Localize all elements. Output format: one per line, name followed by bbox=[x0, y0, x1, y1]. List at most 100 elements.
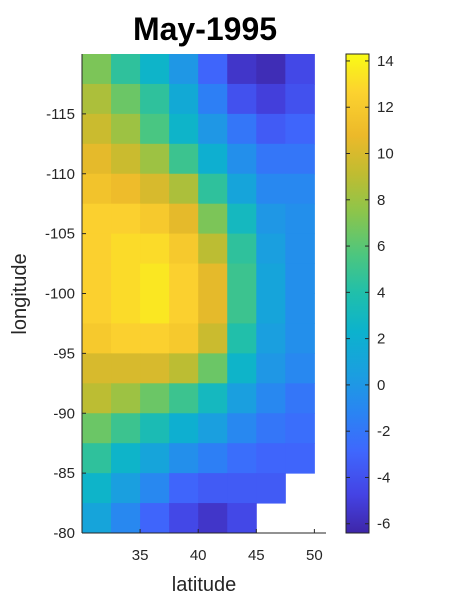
heatmap-cell bbox=[198, 143, 228, 175]
heatmap-cell bbox=[140, 353, 170, 384]
heatmap-cell bbox=[285, 173, 315, 205]
heatmap-cell bbox=[111, 173, 141, 205]
heatmap-cell bbox=[256, 203, 286, 235]
heatmap-cell bbox=[227, 203, 257, 235]
heatmap-cell bbox=[227, 473, 257, 504]
heatmap-cell bbox=[285, 413, 315, 444]
heatmap-cell bbox=[227, 293, 257, 324]
colorbar-tick-label: -4 bbox=[377, 469, 390, 486]
heatmap-cells bbox=[82, 54, 315, 534]
heatmap-cell bbox=[140, 113, 170, 145]
heatmap-cell bbox=[256, 143, 286, 175]
heatmap-cell bbox=[256, 353, 286, 384]
heatmap-cell bbox=[256, 473, 286, 504]
heatmap-cell bbox=[111, 293, 141, 324]
heatmap-cell bbox=[256, 443, 286, 474]
heatmap-cell bbox=[285, 83, 315, 115]
heatmap-cell bbox=[82, 263, 112, 294]
colorbar-tick-label: 0 bbox=[377, 377, 385, 394]
heatmap-cell bbox=[82, 413, 112, 444]
heatmap-cell bbox=[227, 143, 257, 175]
heatmap-cell bbox=[140, 383, 170, 414]
colorbar-tick-label: 2 bbox=[377, 331, 385, 348]
colorbar-tick-label: 4 bbox=[377, 284, 385, 301]
heatmap-cell bbox=[82, 443, 112, 474]
heatmap-cell bbox=[198, 173, 228, 205]
heatmap-cell bbox=[198, 83, 228, 115]
heatmap-cell bbox=[111, 413, 141, 444]
heatmap-cell bbox=[169, 323, 199, 354]
heatmap-cell bbox=[82, 293, 112, 324]
colorbar-tick-label: 10 bbox=[377, 146, 394, 163]
heatmap-cell bbox=[82, 503, 112, 534]
heatmap-cell bbox=[169, 263, 199, 294]
heatmap-cell bbox=[227, 353, 257, 384]
y-tick-label: -95 bbox=[53, 345, 75, 362]
x-axis-ticks: 35 40 45 50 bbox=[132, 529, 323, 564]
heatmap-cell bbox=[256, 113, 286, 145]
heatmap-cell bbox=[82, 143, 112, 175]
heatmap-cell bbox=[285, 263, 315, 294]
heatmap-cell bbox=[140, 443, 170, 474]
heatmap-cell bbox=[198, 233, 228, 265]
heatmap-cell bbox=[285, 353, 315, 384]
heatmap-cell bbox=[140, 263, 170, 294]
heatmap-cell bbox=[111, 443, 141, 474]
heatmap-cell bbox=[111, 323, 141, 354]
heatmap-cell bbox=[82, 54, 112, 85]
heatmap-cell bbox=[198, 443, 228, 474]
heatmap-cell bbox=[285, 323, 315, 354]
heatmap-cell bbox=[285, 383, 315, 414]
colorbar-tick-label: -2 bbox=[377, 423, 390, 440]
heatmap-cell bbox=[256, 383, 286, 414]
heatmap-cell bbox=[140, 203, 170, 235]
heatmap-cell bbox=[111, 113, 141, 145]
y-tick-label: -105 bbox=[45, 226, 75, 243]
colorbar-tick-label: 8 bbox=[377, 192, 385, 209]
heatmap-cell bbox=[111, 503, 141, 534]
chart-title: May-1995 bbox=[133, 11, 277, 47]
y-axis-label: longitude bbox=[9, 253, 31, 334]
heatmap-cell bbox=[256, 173, 286, 205]
heatmap-cell bbox=[82, 113, 112, 145]
heatmap-cell bbox=[169, 443, 199, 474]
heatmap-cell bbox=[140, 323, 170, 354]
heatmap-cell bbox=[227, 54, 257, 85]
y-tick-label: -90 bbox=[53, 405, 75, 422]
heatmap-cell bbox=[169, 383, 199, 414]
heatmap-cell bbox=[111, 353, 141, 384]
colorbar-tick-label: 12 bbox=[377, 99, 394, 116]
heatmap-cell bbox=[111, 473, 141, 504]
heatmap-cell bbox=[198, 383, 228, 414]
heatmap-cell bbox=[140, 293, 170, 324]
heatmap-cell bbox=[169, 503, 199, 534]
heatmap-cell bbox=[169, 353, 199, 384]
heatmap-cell bbox=[256, 54, 286, 85]
heatmap-cell bbox=[227, 503, 257, 534]
heatmap-cell bbox=[140, 173, 170, 205]
heatmap-cell bbox=[198, 413, 228, 444]
heatmap-cell bbox=[82, 353, 112, 384]
x-tick-label: 40 bbox=[190, 547, 207, 564]
heatmap-cell bbox=[227, 113, 257, 145]
heatmap-cell bbox=[285, 443, 315, 474]
heatmap-cell bbox=[227, 413, 257, 444]
y-axis-ticks: -115 -110 -105 -100 -95 -90 -85 -80 bbox=[45, 106, 86, 542]
colorbar-tick-label: -6 bbox=[377, 516, 390, 533]
heatmap-cell bbox=[285, 54, 315, 85]
heatmap-cell bbox=[198, 113, 228, 145]
y-tick-label: -100 bbox=[45, 286, 75, 303]
colorbar-ticks: 14 12 10 8 6 4 2 0 -2 -4 -6 bbox=[346, 53, 394, 533]
heatmap-cell bbox=[256, 263, 286, 294]
y-tick-label: -80 bbox=[53, 525, 75, 542]
heatmap-cell bbox=[198, 263, 228, 294]
heatmap-cell bbox=[169, 83, 199, 115]
heatmap-cell bbox=[111, 383, 141, 414]
heatmap-cell bbox=[169, 54, 199, 85]
heatmap-cell bbox=[227, 383, 257, 414]
heatmap-cell bbox=[82, 323, 112, 354]
heatmap-cell bbox=[111, 54, 141, 85]
heatmap-cell bbox=[227, 83, 257, 115]
heatmap-cell bbox=[111, 83, 141, 115]
heatmap-cell bbox=[256, 83, 286, 115]
